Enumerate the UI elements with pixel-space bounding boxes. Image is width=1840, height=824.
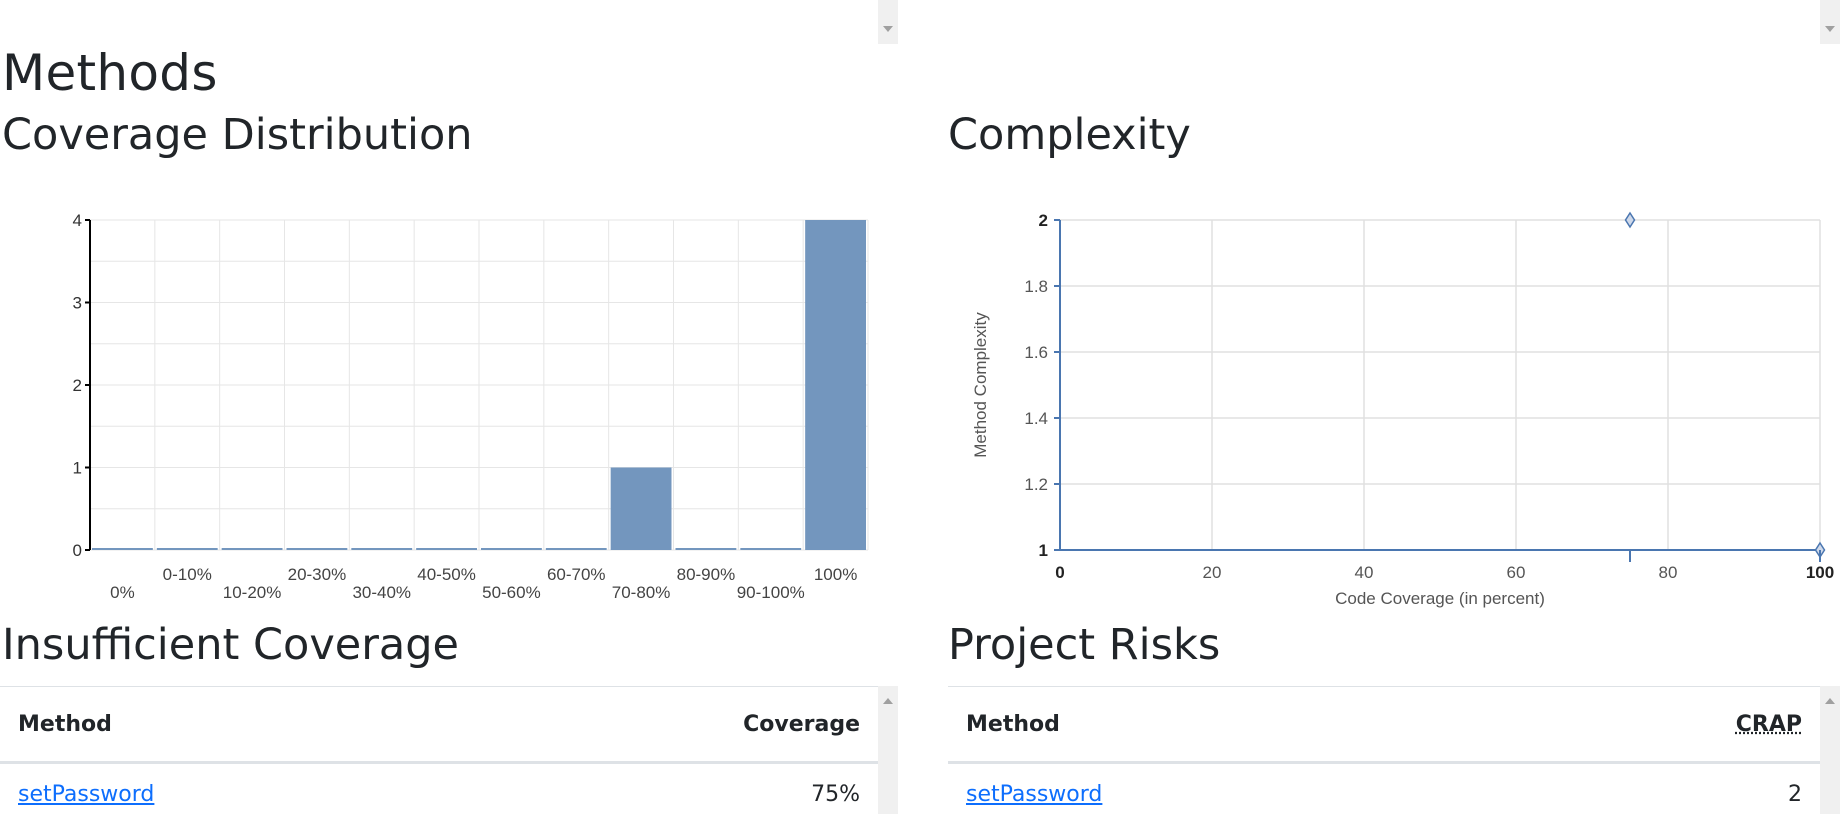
x-tick-label: 70-80% [612,583,671,602]
x-tick-label: 30-40% [352,583,411,602]
scrollbar-project-risks[interactable] [1820,686,1840,814]
x-axis-label: Code Coverage (in percent) [1335,589,1545,608]
table-row: setPassword 75% [0,763,878,824]
coverage-distribution-heading: Coverage Distribution [2,110,473,160]
table-header-row: Method Coverage [0,687,878,763]
insufficient-coverage-heading: Insufficient Coverage [2,620,459,670]
bar-80-90% [676,548,737,550]
crap-value: 2 [1495,763,1820,824]
page-title: Methods [2,44,218,102]
y-tick-label: 1.4 [1024,409,1048,428]
column-header-coverage: Coverage [465,687,878,763]
scrollbar-top-left[interactable] [878,0,898,44]
x-tick-label: 40-50% [417,565,476,584]
bar-0% [92,548,153,550]
complexity-heading: Complexity [948,110,1191,160]
y-tick-label: 1.6 [1024,343,1048,362]
y-tick-label: 1 [1039,541,1048,560]
scroll-down-arrow-icon[interactable] [883,26,893,32]
bar-10-20% [222,548,283,550]
scrollbar-top-right[interactable] [1820,0,1840,44]
scroll-up-arrow-icon[interactable] [883,698,893,704]
x-tick-label: 40 [1355,563,1374,582]
project-risks-heading: Project Risks [948,620,1220,670]
scroll-up-arrow-icon[interactable] [1825,698,1835,704]
bar-100% [805,220,866,550]
x-tick-label: 0-10% [163,565,212,584]
bar-50-60% [481,548,542,550]
x-tick-label: 100 [1806,563,1834,582]
bar-40-50% [416,548,477,550]
x-tick-label: 20-30% [288,565,347,584]
y-tick-label: 2 [1039,211,1048,230]
bar-60-70% [546,548,607,550]
y-tick-label: 1 [73,459,82,478]
y-axis-label: Method Complexity [971,312,990,458]
x-tick-label: 0 [1055,563,1064,582]
coverage-distribution-chart: 0 1 2 3 4 0% 0-10% 10-20% 20-30% 30-40% 40-50% 50-6… [50,200,880,620]
x-tick-label: 0% [110,583,135,602]
data-point [1626,213,1635,227]
x-tick-label: 80-90% [677,565,736,584]
left-panel: Methods Coverage Distribution 0 1 2 3 4 0% 0-1… [0,0,902,814]
column-header-method: Method [0,687,465,763]
y-tick-label: 1.8 [1024,277,1048,296]
x-tick-label: 50-60% [482,583,541,602]
coverage-value: 75% [465,763,878,824]
project-risks-table: Method CRAP setPassword 2 [948,686,1820,824]
insufficient-coverage-table: Method Coverage setPassword 75% [0,686,878,824]
scroll-down-arrow-icon[interactable] [1825,26,1835,32]
y-tick-label: 1.2 [1024,475,1048,494]
column-header-crap[interactable]: CRAP [1736,712,1802,737]
y-tick-label: 0 [73,541,82,560]
bar-20-30% [287,548,348,550]
x-tick-label: 60-70% [547,565,606,584]
x-tick-label: 80 [1659,563,1678,582]
x-tick-label: 10-20% [223,583,282,602]
x-tick-label: 60 [1507,563,1526,582]
bar-30-40% [351,548,412,550]
x-tick-label: 100% [814,565,857,584]
y-tick-label: 2 [73,376,82,395]
method-link[interactable]: setPassword [966,782,1102,807]
scrollbar-insufficient-coverage[interactable] [878,686,898,814]
bar-90-100% [740,548,801,550]
y-tick-label: 4 [73,211,82,230]
x-tick-label: 20 [1203,563,1222,582]
column-header-method: Method [948,687,1495,763]
y-tick-label: 3 [73,294,82,313]
table-row: setPassword 2 [948,763,1820,824]
bar-70-80% [611,468,672,551]
method-link[interactable]: setPassword [18,782,154,807]
bar-0-10% [157,548,218,550]
table-header-row: Method CRAP [948,687,1820,763]
x-tick-label: 90-100% [737,583,805,602]
